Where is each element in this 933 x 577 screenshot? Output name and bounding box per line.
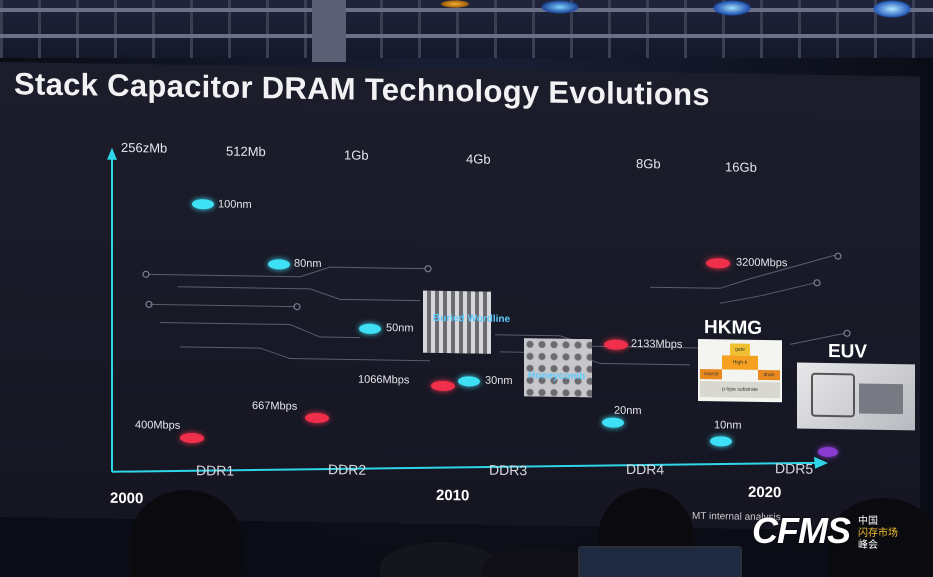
node-label: 30nm	[485, 374, 513, 388]
ddr-label: DDR5	[775, 460, 814, 477]
ddr-label: DDR1	[196, 462, 235, 479]
speed-label: 1066Mbps	[358, 373, 410, 387]
hkmg-highk: High-k	[722, 355, 758, 370]
truss-bar-bottom	[0, 34, 933, 38]
node-label: 10nm	[714, 419, 742, 432]
speed-dot	[604, 339, 628, 350]
speed-dot	[431, 380, 455, 392]
node-dot	[602, 417, 624, 428]
speed-dot	[706, 258, 730, 269]
speed-dot	[305, 412, 329, 424]
node-dot	[192, 199, 214, 210]
timeline-graphic	[107, 147, 851, 473]
year-label: 2020	[748, 483, 782, 502]
truss-pillar	[312, 0, 346, 62]
density-label: 16Gb	[725, 159, 757, 175]
node-label: 80nm	[294, 257, 322, 271]
speed-dot	[180, 432, 204, 444]
speed-label: 2133Mbps	[631, 337, 683, 351]
ddr-label: DDR3	[489, 461, 528, 479]
node-label: 50nm	[386, 322, 414, 335]
speed-label: 667Mbps	[252, 399, 298, 413]
speed-label: 400Mbps	[135, 419, 181, 432]
node-dot	[710, 436, 732, 447]
density-label: 256zMb	[121, 139, 168, 156]
hkmg-gate: gate	[730, 343, 750, 356]
speed-label: 3200Mbps	[736, 256, 788, 270]
node-label: 20nm	[614, 404, 642, 418]
ddr-label: DDR4	[626, 460, 665, 478]
x-axis-arrow	[814, 456, 828, 469]
node-dot	[268, 259, 290, 270]
euv-machine-part	[859, 383, 903, 415]
audience-head	[130, 490, 242, 577]
density-label: 8Gb	[636, 155, 661, 172]
year-label: 2010	[436, 486, 470, 505]
audience-head	[380, 542, 500, 577]
node-dot	[359, 323, 381, 334]
y-axis-arrow	[107, 147, 117, 160]
watermark-text: 中国 闪存市场 峰会	[858, 516, 898, 552]
euv-machine-part	[811, 372, 855, 418]
node-dot	[458, 376, 480, 387]
hkmg-drain: drain	[758, 369, 780, 381]
hkmg-substrate: p-type substrate	[700, 380, 780, 399]
watermark-line: 闪存市场	[858, 528, 898, 539]
audience-head	[482, 548, 592, 577]
hkmg-label: HKMG	[704, 317, 763, 339]
density-label: 1Gb	[344, 147, 369, 163]
stage-spotlight	[440, 0, 470, 8]
x-axis	[111, 461, 819, 473]
truss-bar-top	[0, 8, 933, 12]
cfms-logo: CFMS	[752, 510, 851, 551]
watermark-line: 峰会	[858, 540, 878, 551]
stage-spotlight	[540, 0, 580, 14]
ddr5-dot	[818, 446, 838, 458]
honeycomb-image	[524, 338, 592, 398]
circuit-nodes	[142, 252, 851, 337]
stage-spotlight	[712, 0, 752, 16]
presentation-slide: Stack Capacitor DRAM Technology Evolutio…	[0, 62, 920, 532]
density-label: 4Gb	[466, 151, 491, 167]
hkmg-source: source	[700, 368, 722, 380]
phone-screen	[578, 546, 742, 577]
honeycomb-caption: Honeycomb	[528, 370, 586, 383]
stage-spotlight	[872, 0, 912, 18]
hkmg-diagram: gate High-k source drain p-type substrat…	[698, 338, 782, 403]
year-label: 2000	[110, 489, 144, 508]
watermark-line: 中国	[858, 516, 878, 527]
ddr-label: DDR2	[328, 461, 367, 478]
euv-label: EUV	[828, 341, 868, 363]
audience-head	[828, 498, 933, 577]
buried-wordline-caption: Buried Wordline	[433, 312, 511, 326]
node-label: 100nm	[218, 198, 252, 211]
density-label: 512Mb	[226, 143, 266, 160]
euv-machine-image	[797, 362, 915, 431]
